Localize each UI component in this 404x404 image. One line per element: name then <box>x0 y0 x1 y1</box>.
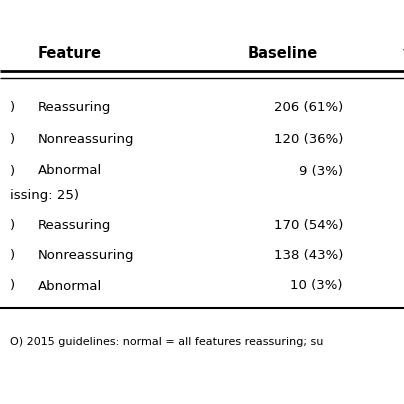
Text: vari: vari <box>403 46 404 61</box>
Text: ): ) <box>10 219 15 232</box>
Text: 10 (3%): 10 (3%) <box>290 280 343 292</box>
Text: 208: 208 <box>403 133 404 145</box>
Text: 45: 45 <box>403 280 404 292</box>
Text: 211: 211 <box>403 250 404 263</box>
Text: 206 (61%): 206 (61%) <box>274 101 343 114</box>
Text: 49: 49 <box>403 164 404 177</box>
Text: Nonreassuring: Nonreassuring <box>38 133 135 145</box>
Text: Feature: Feature <box>38 46 102 61</box>
Text: Bas: Bas <box>403 19 404 34</box>
Text: 62: 62 <box>403 219 404 232</box>
Text: 78: 78 <box>403 101 404 114</box>
Text: issing: 25): issing: 25) <box>10 189 79 202</box>
Text: ): ) <box>10 250 15 263</box>
Text: 170 (54%): 170 (54%) <box>274 219 343 232</box>
Text: Reassuring: Reassuring <box>38 101 112 114</box>
Text: ): ) <box>10 133 15 145</box>
Text: Nonreassuring: Nonreassuring <box>38 250 135 263</box>
Text: ): ) <box>10 280 15 292</box>
Text: Reassuring: Reassuring <box>38 219 112 232</box>
Text: 138 (43%): 138 (43%) <box>274 250 343 263</box>
Text: ): ) <box>10 164 15 177</box>
Text: Abnormal: Abnormal <box>38 164 102 177</box>
Text: Baseline: Baseline <box>248 46 318 61</box>
Text: 9 (3%): 9 (3%) <box>299 164 343 177</box>
Text: 120 (36%): 120 (36%) <box>274 133 343 145</box>
Text: O) 2015 guidelines: normal = all features reassuring; su: O) 2015 guidelines: normal = all feature… <box>10 337 323 347</box>
Text: ): ) <box>10 101 15 114</box>
Text: Abnormal: Abnormal <box>38 280 102 292</box>
